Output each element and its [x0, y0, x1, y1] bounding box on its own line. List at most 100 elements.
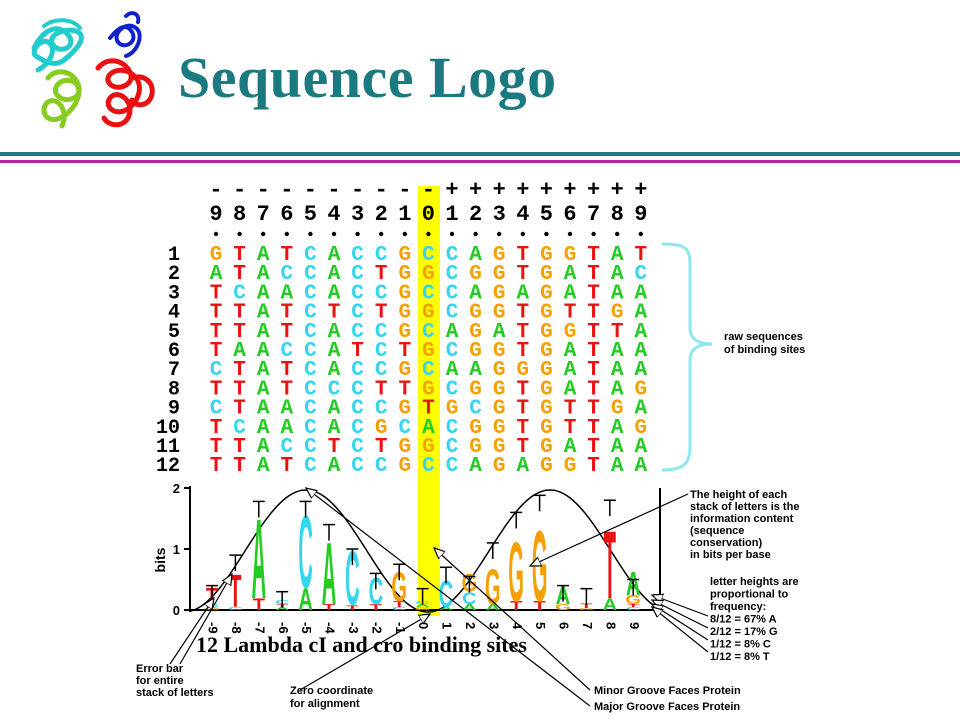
logo-letter: T: [604, 511, 616, 619]
sequence-base: T: [422, 398, 435, 421]
sequence-base: C: [304, 436, 317, 459]
sequence-base: T: [210, 455, 223, 478]
sequence-base: G: [493, 282, 506, 305]
row-number: 8: [168, 378, 180, 401]
sequence-base: A: [257, 282, 270, 305]
sequence-base: C: [304, 340, 317, 363]
frequency-line: letter heights are: [710, 576, 799, 588]
position-dot: [426, 231, 431, 237]
position-digit: 5: [540, 202, 553, 227]
sequence-base: T: [516, 378, 529, 401]
logo-letter: T: [323, 603, 336, 612]
y-tick-label: 1: [173, 542, 180, 557]
sequence-base: C: [446, 378, 459, 401]
sequence-base: C: [422, 282, 435, 305]
sequence-base: G: [611, 302, 624, 325]
position-digit: 2: [375, 202, 388, 227]
raw-sequences-line: of binding sites: [724, 344, 805, 356]
sequence-base: T: [280, 302, 293, 325]
sequence-base: C: [634, 263, 647, 286]
sequence-base: G: [422, 378, 435, 401]
sequence-base: G: [540, 263, 553, 286]
sequence-base: G: [398, 436, 411, 459]
sequence-base: A: [257, 302, 270, 325]
raw-sequence-rows: 1 G T A T C A C C G C C A G T G G T A T2 A T A C C A C T G G C G G T G A T A C…: [156, 244, 648, 478]
title-rule-magenta: [0, 160, 960, 163]
sequence-base: A: [634, 455, 647, 478]
position-sign: -: [351, 178, 364, 203]
position-sign: +: [540, 178, 553, 203]
protein-structure-image: [31, 11, 155, 129]
sequence-base: C: [351, 302, 364, 325]
sequence-base: G: [540, 302, 553, 325]
sequence-base: T: [233, 359, 246, 382]
sequence-base: A: [634, 282, 647, 305]
logo-letter: A: [275, 607, 290, 612]
groove-sine-curve: [189, 489, 661, 613]
sequence-base: C: [422, 244, 435, 267]
x-tick-label: -7: [252, 622, 267, 634]
logo-letter: G: [555, 603, 571, 612]
position-sign: +: [634, 178, 647, 203]
error-bar-arrow: [179, 574, 232, 665]
logo-letter: T: [510, 599, 523, 613]
position-sign: -: [257, 178, 270, 203]
position-dot: [473, 231, 478, 237]
sequence-base: A: [257, 378, 270, 401]
x-tick-label: 9: [627, 622, 642, 629]
sequence-base: G: [634, 378, 647, 401]
sequence-base: A: [328, 282, 341, 305]
sequence-base: T: [210, 417, 223, 440]
sequence-base: G: [210, 244, 223, 267]
position-dot: [402, 231, 407, 237]
sequence-base: T: [210, 378, 223, 401]
position-dot: [284, 231, 289, 237]
sequence-base: C: [351, 282, 364, 305]
sequence-base: G: [469, 340, 482, 363]
logo-letter: C: [392, 607, 407, 612]
sequence-base: G: [564, 244, 577, 267]
logo-letter: G: [625, 593, 641, 607]
logo-letter: C: [298, 494, 312, 609]
frequency-line: 8/12 = 67% A: [710, 614, 777, 626]
position-dot: [261, 231, 266, 237]
logo-letter: T: [627, 603, 639, 608]
x-tick-label: 5: [533, 622, 548, 629]
position-dot: [497, 231, 502, 237]
position-dot: [331, 231, 337, 237]
zero-coordinate-arrow: [299, 614, 430, 691]
logo-letter: A: [252, 496, 266, 623]
x-tick-label: 2: [463, 622, 478, 629]
freq-arrow-t: [652, 607, 709, 653]
sequence-base: C: [210, 359, 223, 382]
position-digit: 9: [209, 202, 222, 227]
sequence-base: A: [564, 378, 577, 401]
sequence-base: A: [493, 321, 506, 344]
sequence-base: A: [280, 417, 293, 440]
sequence-base: C: [469, 398, 482, 421]
logo-letter: C: [626, 607, 641, 612]
sequence-base: T: [210, 340, 223, 363]
position-header: - - - - - - - - - - + + + + + + + + +9 8 7 6 5 4 3 2 1 0 1 2 3 4 5 6 7 8 9: [209, 178, 647, 237]
sequence-base: G: [493, 359, 506, 382]
position-sign: +: [611, 178, 624, 203]
sequence-base: A: [634, 340, 647, 363]
sequence-base: A: [611, 340, 624, 363]
sequence-base: T: [516, 398, 529, 421]
logo-letter: T: [533, 599, 546, 613]
sequence-base: A: [210, 263, 223, 286]
sequence-base: A: [257, 340, 270, 363]
sequence-base: C: [375, 359, 388, 382]
sequence-base: G: [422, 302, 435, 325]
raw-sequences-line: raw sequences: [724, 331, 803, 343]
y-tick-label: 2: [173, 481, 180, 496]
sequence-base: T: [587, 398, 600, 421]
position-dot: [591, 231, 596, 237]
sequence-base: T: [233, 398, 246, 421]
logo-letter: G: [508, 525, 524, 619]
sequence-base: G: [398, 263, 411, 286]
sequence-base: G: [422, 436, 435, 459]
sequence-base: C: [304, 282, 317, 305]
sequence-base: A: [257, 359, 270, 382]
sequence-base: G: [398, 359, 411, 382]
